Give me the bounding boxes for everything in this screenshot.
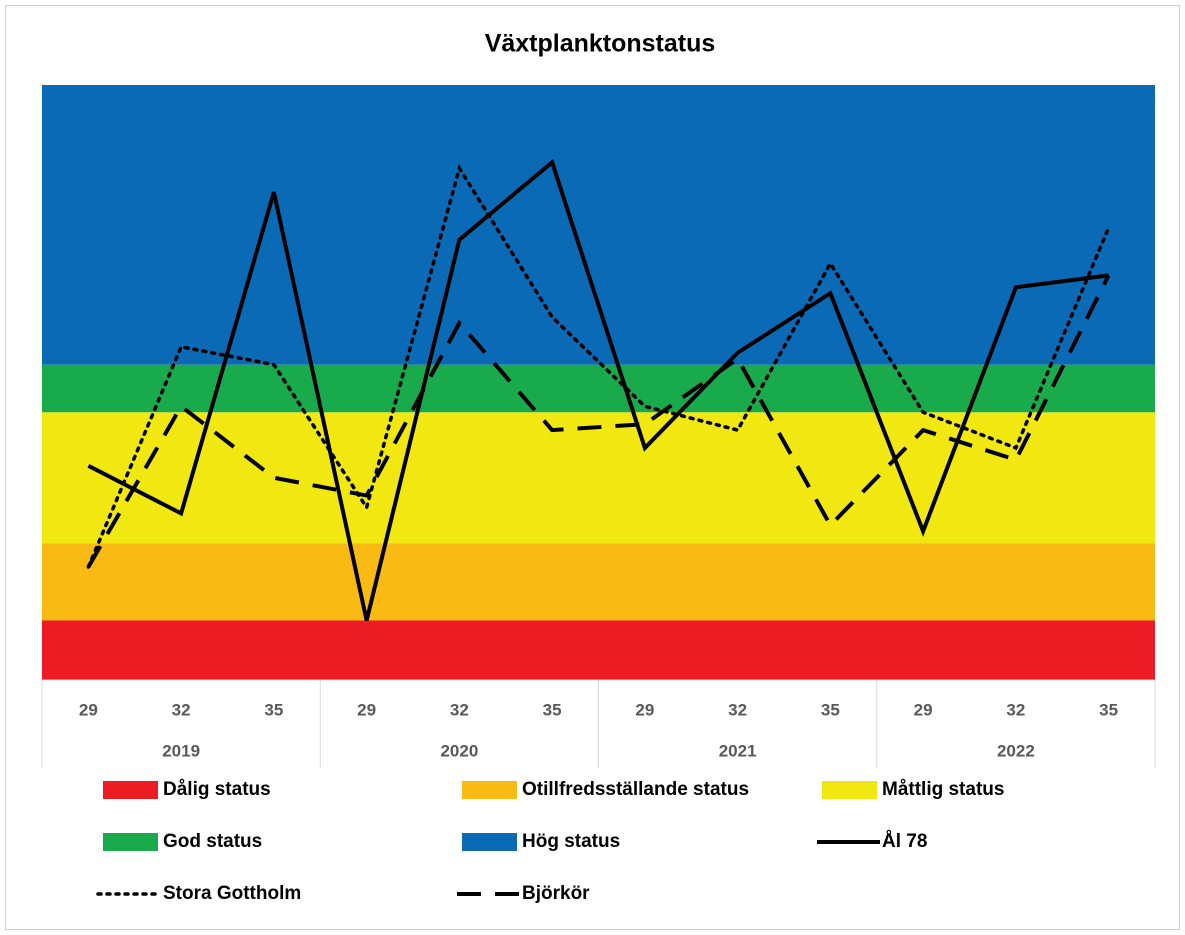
legend-label: Ål 78 <box>882 831 927 852</box>
x-group-label: 2021 <box>719 741 757 760</box>
x-tick-label: 32 <box>172 700 191 719</box>
legend-label: Stora Gottholm <box>163 883 301 904</box>
legend-label: Dålig status <box>163 779 271 800</box>
chart-title: Växtplanktonstatus <box>485 30 716 58</box>
status-band <box>42 412 1155 544</box>
x-group-label: 2020 <box>440 741 478 760</box>
legend-swatch <box>822 781 877 799</box>
x-tick-label: 32 <box>728 700 747 719</box>
legend-swatch <box>462 833 517 851</box>
status-band <box>42 620 1155 680</box>
x-tick-label: 29 <box>357 700 376 719</box>
x-tick-label: 35 <box>543 700 562 719</box>
legend-swatch <box>103 781 158 799</box>
status-band <box>42 85 1155 365</box>
x-tick-label: 29 <box>79 700 98 719</box>
status-band <box>42 364 1155 413</box>
legend-label: Måttlig status <box>882 779 1004 800</box>
x-tick-label: 35 <box>821 700 840 719</box>
series-line <box>87 158 1109 621</box>
series-line <box>86 163 1111 569</box>
legend-label: God status <box>163 831 262 852</box>
x-group-label: 2022 <box>997 741 1035 760</box>
status-band <box>42 543 1155 621</box>
legend-label: Otillfredsställande status <box>522 779 749 800</box>
x-tick-label: 29 <box>914 700 933 719</box>
legend-label: Hög status <box>522 831 620 852</box>
x-tick-label: 29 <box>635 700 654 719</box>
legend-swatch <box>462 781 517 799</box>
x-tick-label: 35 <box>1099 700 1118 719</box>
legend-label: Björkör <box>522 883 590 904</box>
series-line <box>86 274 1111 568</box>
x-tick-label: 32 <box>450 700 469 719</box>
x-group-label: 2019 <box>162 741 200 760</box>
x-tick-label: 32 <box>1006 700 1025 719</box>
legend-swatch <box>103 833 158 851</box>
x-tick-label: 35 <box>264 700 283 719</box>
